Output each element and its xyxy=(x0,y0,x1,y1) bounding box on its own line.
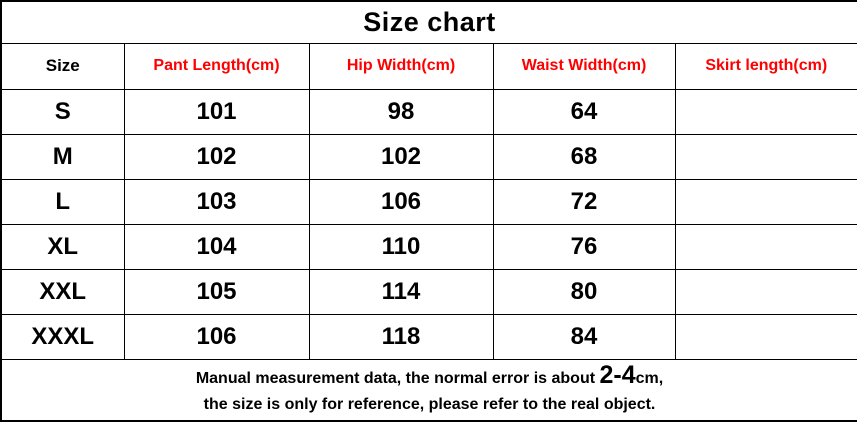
skirt-length-cell xyxy=(674,88,857,135)
column-header-size: Size xyxy=(0,42,125,90)
waist-width-cell: 64 xyxy=(492,88,676,135)
waist-width-cell: 84 xyxy=(492,313,676,360)
table-row-xxl: XXL 105 114 80 xyxy=(0,268,857,315)
pant-length-cell: 106 xyxy=(123,313,310,360)
hip-width-cell: 102 xyxy=(308,133,494,180)
hip-width-cell: 118 xyxy=(308,313,494,360)
column-header-pant-length: Pant Length(cm) xyxy=(123,42,310,90)
table-row-l: L 103 106 72 xyxy=(0,178,857,225)
page-title: Size chart xyxy=(363,6,496,37)
pant-length-cell: 103 xyxy=(123,178,310,225)
waist-width-cell: 76 xyxy=(492,223,676,270)
skirt-length-cell xyxy=(674,268,857,315)
pant-length-cell: 102 xyxy=(123,133,310,180)
waist-width-cell: 68 xyxy=(492,133,676,180)
table-row-s: S 101 98 64 xyxy=(0,88,857,135)
footer-note-line1-prefix: Manual measurement data, the normal erro… xyxy=(195,369,600,387)
size-cell: XXL xyxy=(0,268,125,315)
footer-note-error-range: 2-4 xyxy=(599,360,636,389)
column-header-waist-width: Waist Width(cm) xyxy=(492,42,676,90)
hip-width-cell: 106 xyxy=(308,178,494,225)
skirt-length-cell xyxy=(674,313,857,360)
size-cell: L xyxy=(0,178,125,225)
size-cell: XL xyxy=(0,223,125,270)
size-cell: M xyxy=(0,133,125,180)
footer-row: Manual measurement data, the normal erro… xyxy=(0,358,857,422)
skirt-length-cell xyxy=(674,223,857,270)
hip-width-cell: 98 xyxy=(308,88,494,135)
hip-width-cell: 110 xyxy=(308,223,494,270)
size-cell: XXXL xyxy=(0,313,125,360)
pant-length-cell: 104 xyxy=(123,223,310,270)
column-header-skirt-length: Skirt length(cm) xyxy=(674,42,857,90)
waist-width-cell: 72 xyxy=(492,178,676,225)
footer-note-line1: Manual measurement data, the normal erro… xyxy=(3,360,856,392)
pant-length-cell: 105 xyxy=(123,268,310,315)
skirt-length-cell xyxy=(674,178,857,225)
footer-note-cell: Manual measurement data, the normal erro… xyxy=(0,358,857,422)
skirt-length-cell xyxy=(674,133,857,180)
table-row-m: M 102 102 68 xyxy=(0,133,857,180)
hip-width-cell: 114 xyxy=(308,268,494,315)
column-header-hip-width: Hip Width(cm) xyxy=(308,42,494,90)
footer-note-line2: the size is only for reference, please r… xyxy=(203,395,656,413)
page-title-cell: Size chart xyxy=(0,0,857,44)
header-row: Size Pant Length(cm) Hip Width(cm) Waist… xyxy=(0,42,857,90)
table-row-xxxl: XXXL 106 118 84 xyxy=(0,313,857,360)
size-cell: S xyxy=(0,88,125,135)
footer-note-line1-suffix: cm, xyxy=(635,369,664,387)
pant-length-cell: 101 xyxy=(123,88,310,135)
title-row: Size chart xyxy=(0,0,857,44)
table-row-xl: XL 104 110 76 xyxy=(0,223,857,270)
waist-width-cell: 80 xyxy=(492,268,676,315)
